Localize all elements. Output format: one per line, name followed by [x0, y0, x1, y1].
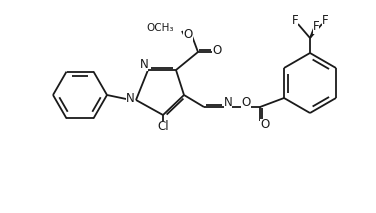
Text: N: N	[126, 92, 134, 105]
Text: OCH₃: OCH₃	[147, 23, 174, 33]
Text: O: O	[241, 96, 251, 109]
Text: F: F	[313, 20, 319, 33]
Text: O: O	[260, 118, 270, 131]
Text: O: O	[212, 45, 221, 58]
Text: F: F	[322, 13, 328, 26]
Text: Cl: Cl	[157, 121, 169, 134]
Text: N: N	[224, 95, 232, 108]
Text: F: F	[292, 13, 298, 26]
Text: O: O	[183, 29, 193, 42]
Text: N: N	[139, 58, 149, 71]
